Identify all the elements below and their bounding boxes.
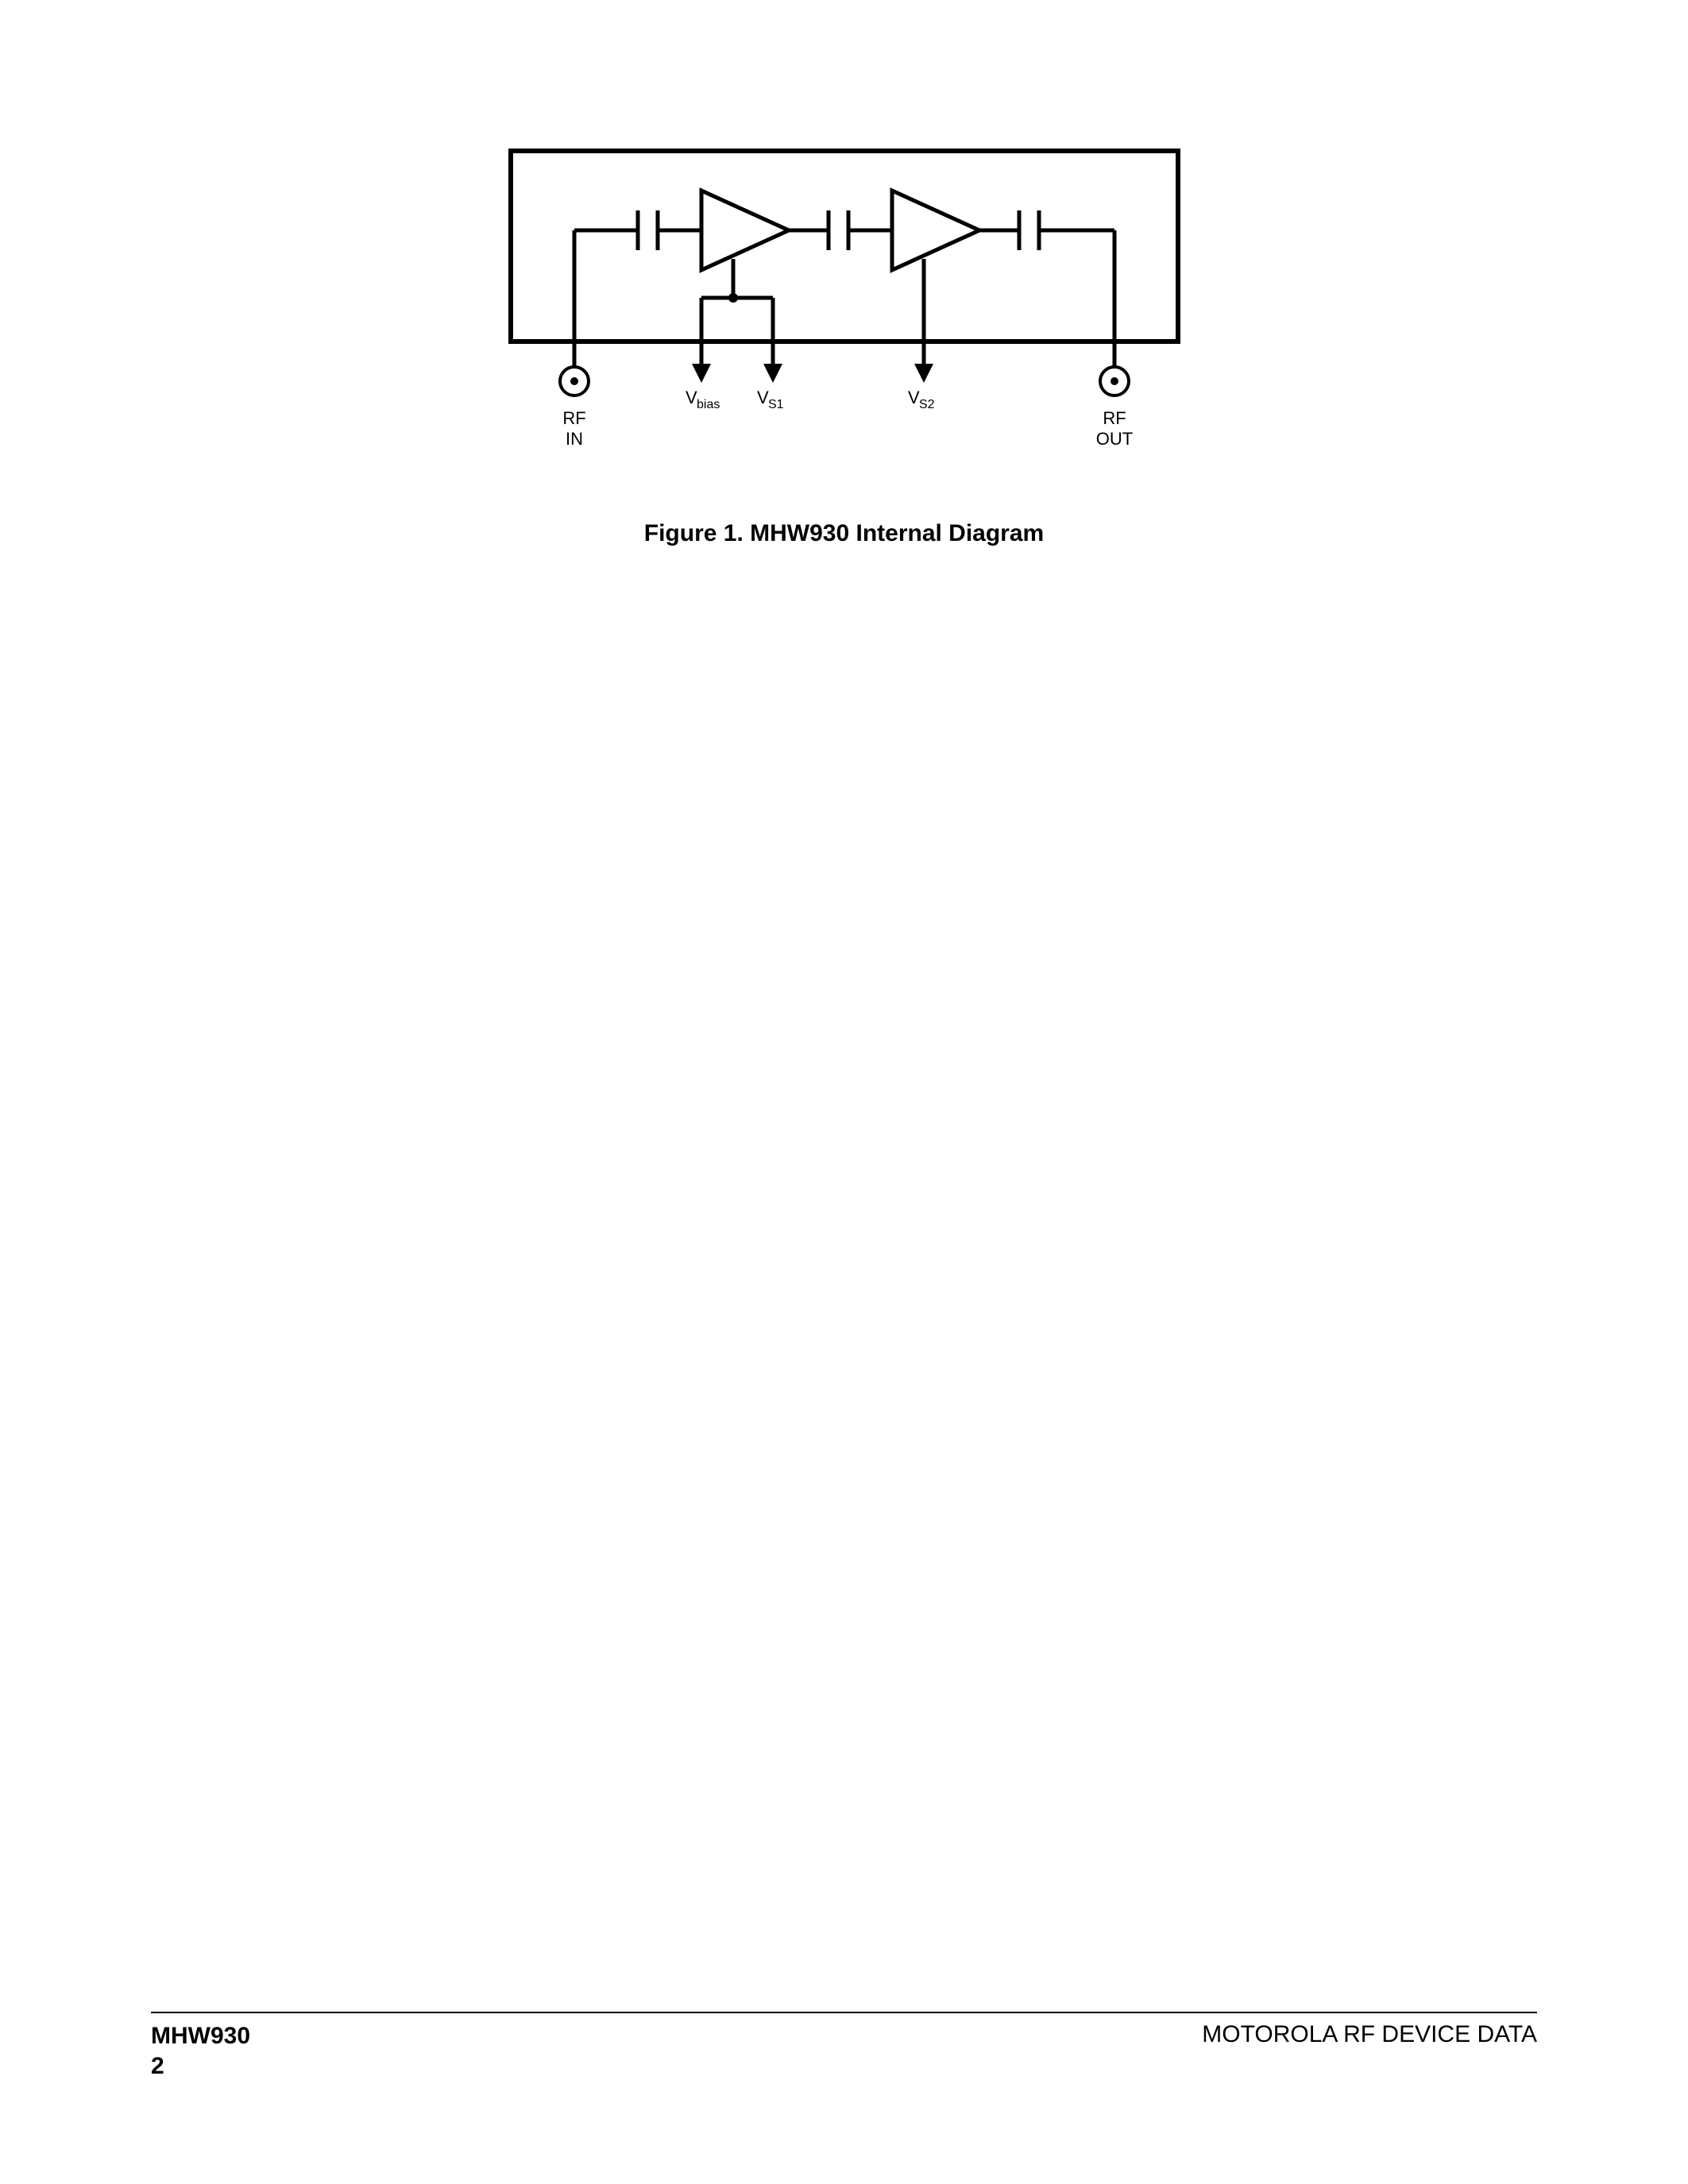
footer-page-number: 2 <box>151 2053 164 2079</box>
vs1-arrowhead <box>763 364 782 383</box>
rfout-port-inner <box>1111 377 1118 385</box>
rfin-label-1: RF <box>562 408 585 428</box>
module-outline <box>511 151 1178 341</box>
vbias-label-sub: bias <box>697 398 720 411</box>
vs2-label-main: V <box>908 388 920 407</box>
datasheet-page: V bias V S1 V S2 RF IN RF OUT Figure 1. … <box>0 0 1688 2184</box>
figure-caption: Figure 1. MHW930 Internal Diagram <box>487 520 1202 547</box>
vbias-label-main: V <box>686 388 697 407</box>
vs2-label-sub: S2 <box>919 398 935 411</box>
page-footer: MHW930 2 MOTOROLA RF DEVICE DATA <box>151 2012 1537 2081</box>
amplifier-2 <box>892 191 979 270</box>
vs1-label-sub: S1 <box>768 398 784 411</box>
rfout-label-2: OUT <box>1095 429 1132 449</box>
vs1-label-main: V <box>757 388 769 407</box>
figure-container: V bias V S1 V S2 RF IN RF OUT Figure 1. … <box>487 135 1202 547</box>
footer-left: MHW930 2 <box>151 2021 250 2081</box>
internal-diagram-svg: V bias V S1 V S2 RF IN RF OUT <box>487 135 1202 469</box>
amplifier-1 <box>701 191 789 270</box>
footer-right-text: MOTOROLA RF DEVICE DATA <box>1202 2021 1537 2048</box>
vbias-arrowhead <box>692 364 711 383</box>
footer-part-number: MHW930 <box>151 2023 250 2049</box>
vs2-arrowhead <box>914 364 933 383</box>
rfout-label-1: RF <box>1103 408 1126 428</box>
rfin-port-inner <box>570 377 578 385</box>
rfin-label-2: IN <box>566 429 583 449</box>
